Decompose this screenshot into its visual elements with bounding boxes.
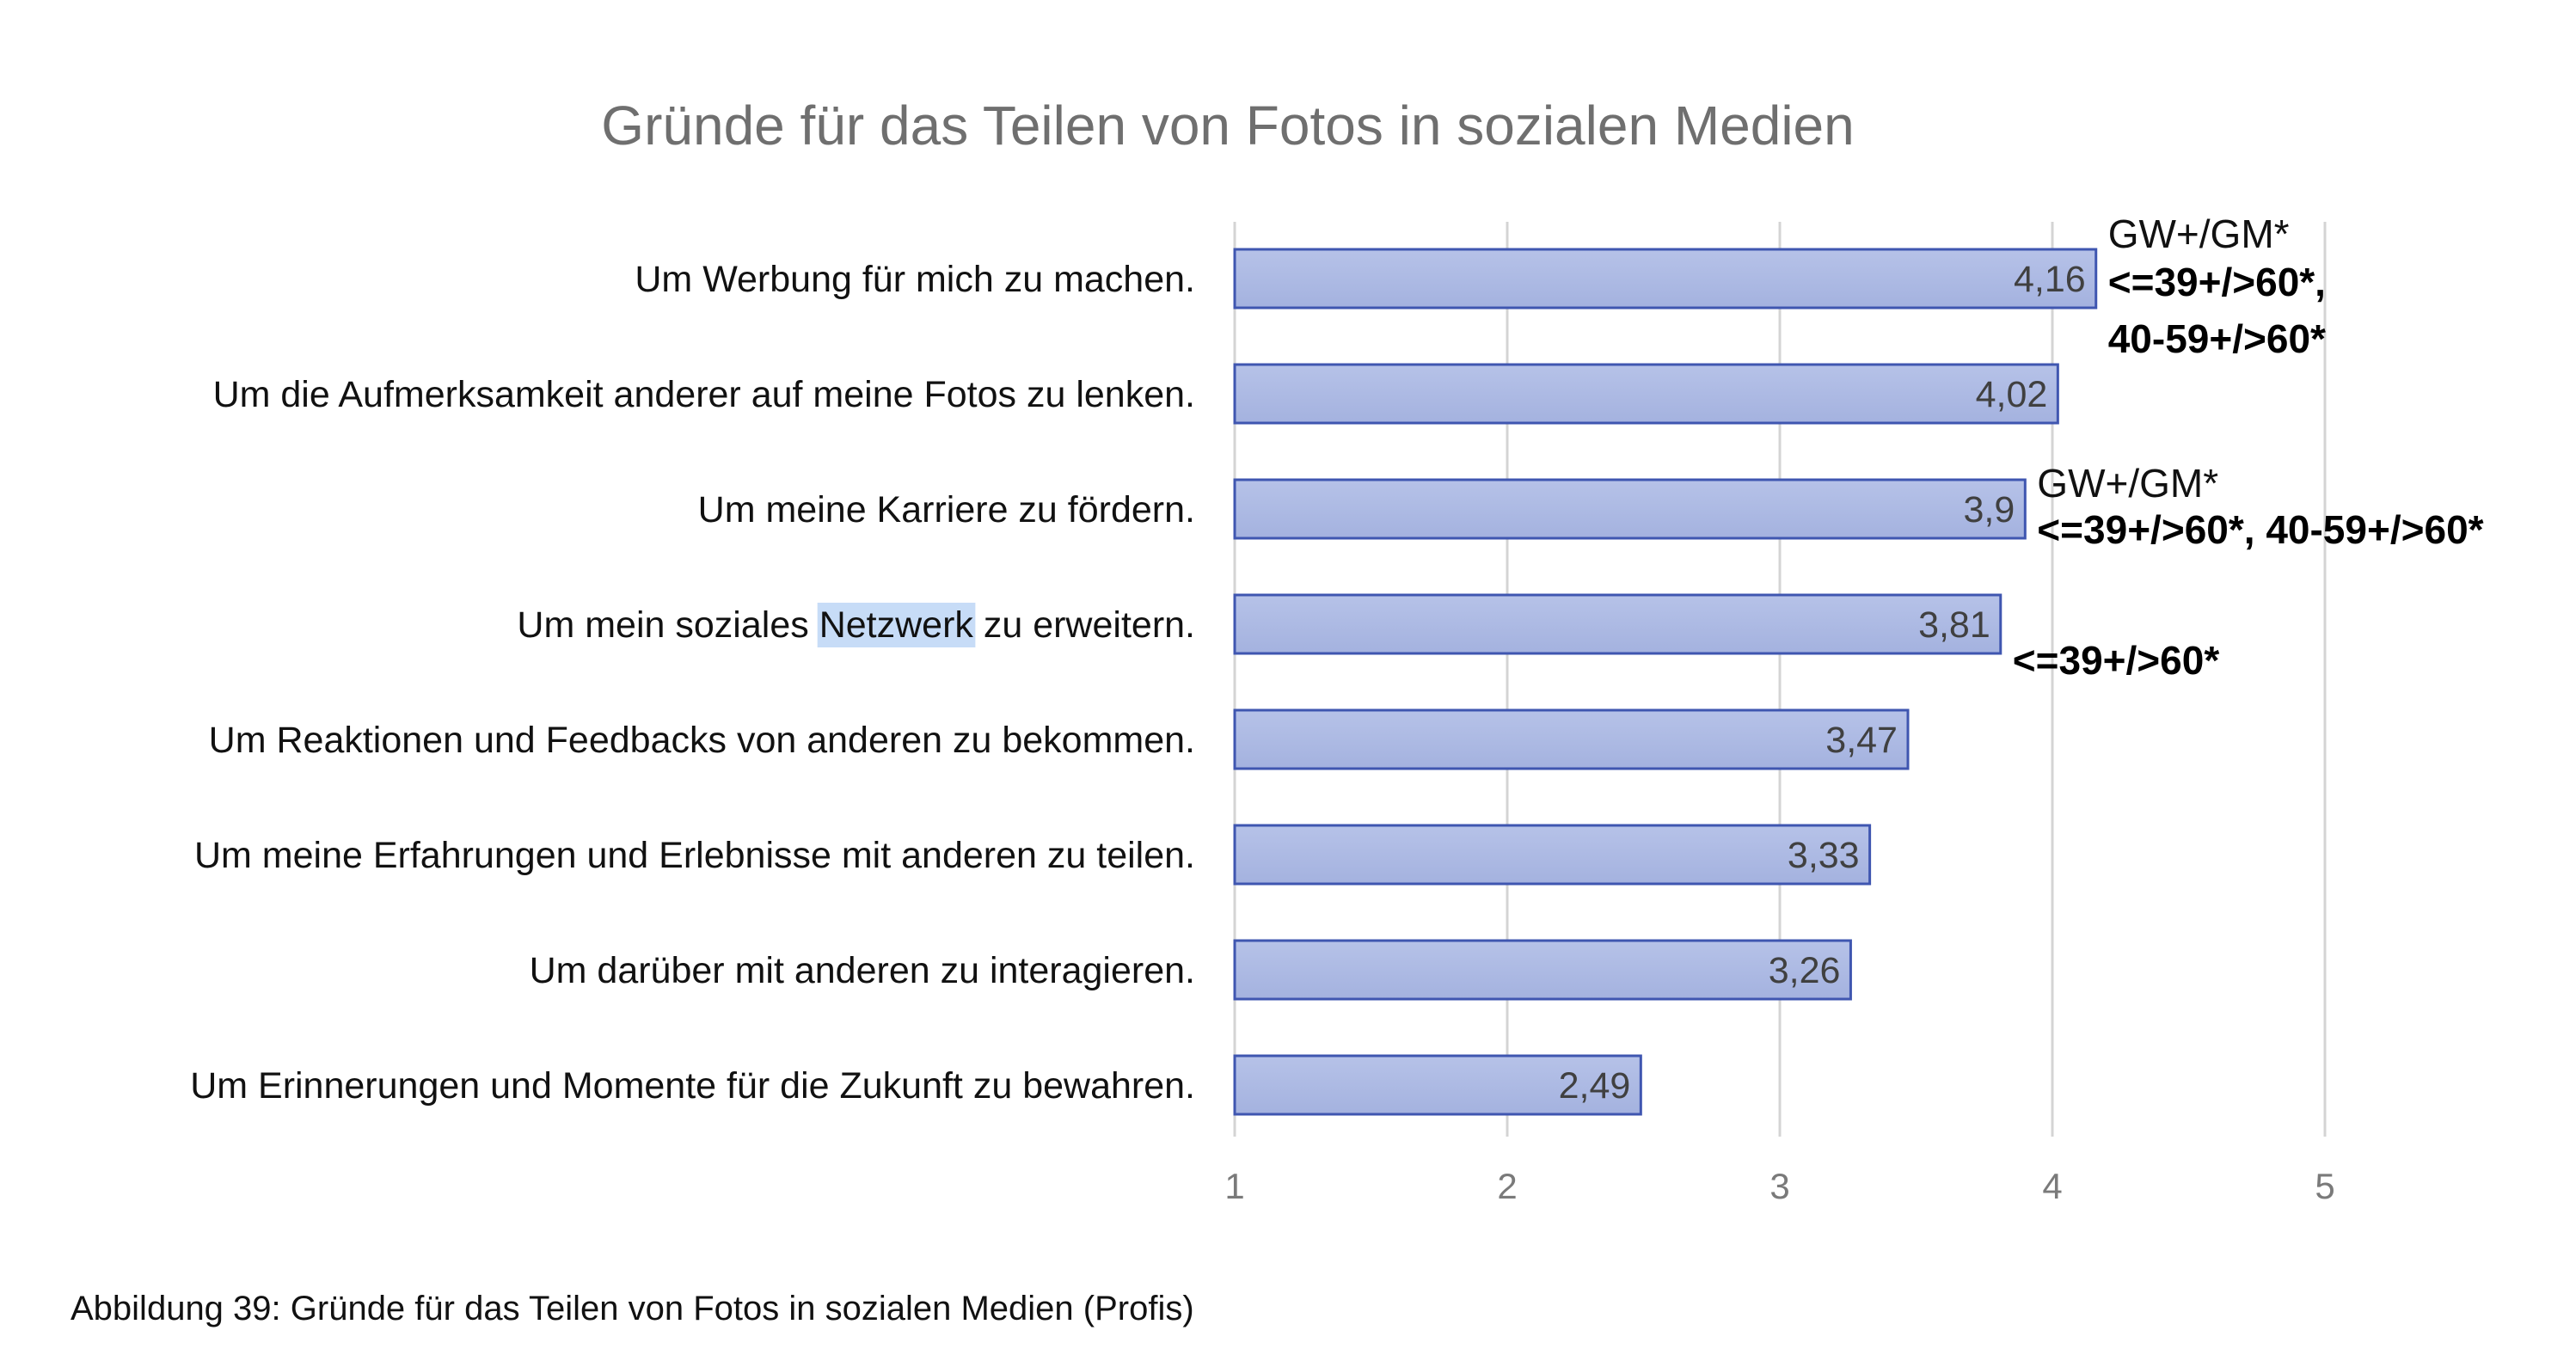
- category-label: Um Reaktionen und Feedbacks von anderen …: [209, 720, 1195, 761]
- highlighted-word: Netzwerk: [819, 604, 974, 646]
- data-label: 3,9: [1964, 489, 2015, 530]
- x-tick-label: 2: [1497, 1166, 1517, 1206]
- x-tick-label: 1: [1224, 1166, 1244, 1206]
- bar: [1233, 478, 2027, 540]
- chart-title: Gründe für das Teilen von Fotos in sozia…: [601, 95, 1854, 156]
- figure-caption: Abbildung 39: Gründe für das Teilen von …: [71, 1290, 1194, 1327]
- data-label: 3,26: [1769, 950, 1841, 991]
- category-label: Um Werbung für mich zu machen.: [635, 259, 1195, 300]
- x-tick-label: 4: [2042, 1166, 2062, 1206]
- significance-annotation: <=39+/>60*,: [2108, 260, 2326, 304]
- bar: [1233, 939, 1852, 1001]
- significance-annotation: GW+/GM*: [2108, 212, 2290, 256]
- bar: [1233, 824, 1872, 886]
- category-label: Um meine Erfahrungen und Erlebnisse mit …: [194, 835, 1195, 876]
- category-label: Um die Aufmerksamkeit anderer auf meine …: [213, 374, 1195, 415]
- x-tick-label: 3: [1769, 1166, 1789, 1206]
- category-label: Um Erinnerungen und Momente für die Zuku…: [190, 1065, 1195, 1107]
- bar: [1233, 593, 2003, 655]
- bar: [1233, 1054, 1642, 1116]
- category-label: Um mein soziales Netzwerk zu erweitern.: [517, 604, 1195, 646]
- significance-annotation: 40-59+/>60*: [2108, 316, 2326, 361]
- data-label: 4,16: [2014, 259, 2086, 300]
- category-label: Um darüber mit anderen zu interagieren.: [530, 950, 1195, 991]
- data-label: 4,02: [1976, 374, 2048, 415]
- data-label: 3,33: [1788, 835, 1860, 876]
- data-label: 2,49: [1559, 1065, 1631, 1107]
- bar: [1233, 708, 1910, 770]
- significance-annotation: <=39+/>60*, 40-59+/>60*: [2037, 507, 2483, 552]
- data-label: 3,47: [1825, 720, 1898, 761]
- data-label: 3,81: [1918, 604, 1990, 646]
- significance-annotation: GW+/GM*: [2037, 461, 2218, 506]
- x-tick-label: 5: [2315, 1166, 2334, 1206]
- text-selection-highlight: [817, 603, 976, 647]
- significance-annotation: <=39+/>60*: [2013, 638, 2220, 683]
- bar: [1233, 363, 2059, 425]
- bar: [1233, 248, 2098, 310]
- category-label: Um meine Karriere zu fördern.: [698, 489, 1195, 530]
